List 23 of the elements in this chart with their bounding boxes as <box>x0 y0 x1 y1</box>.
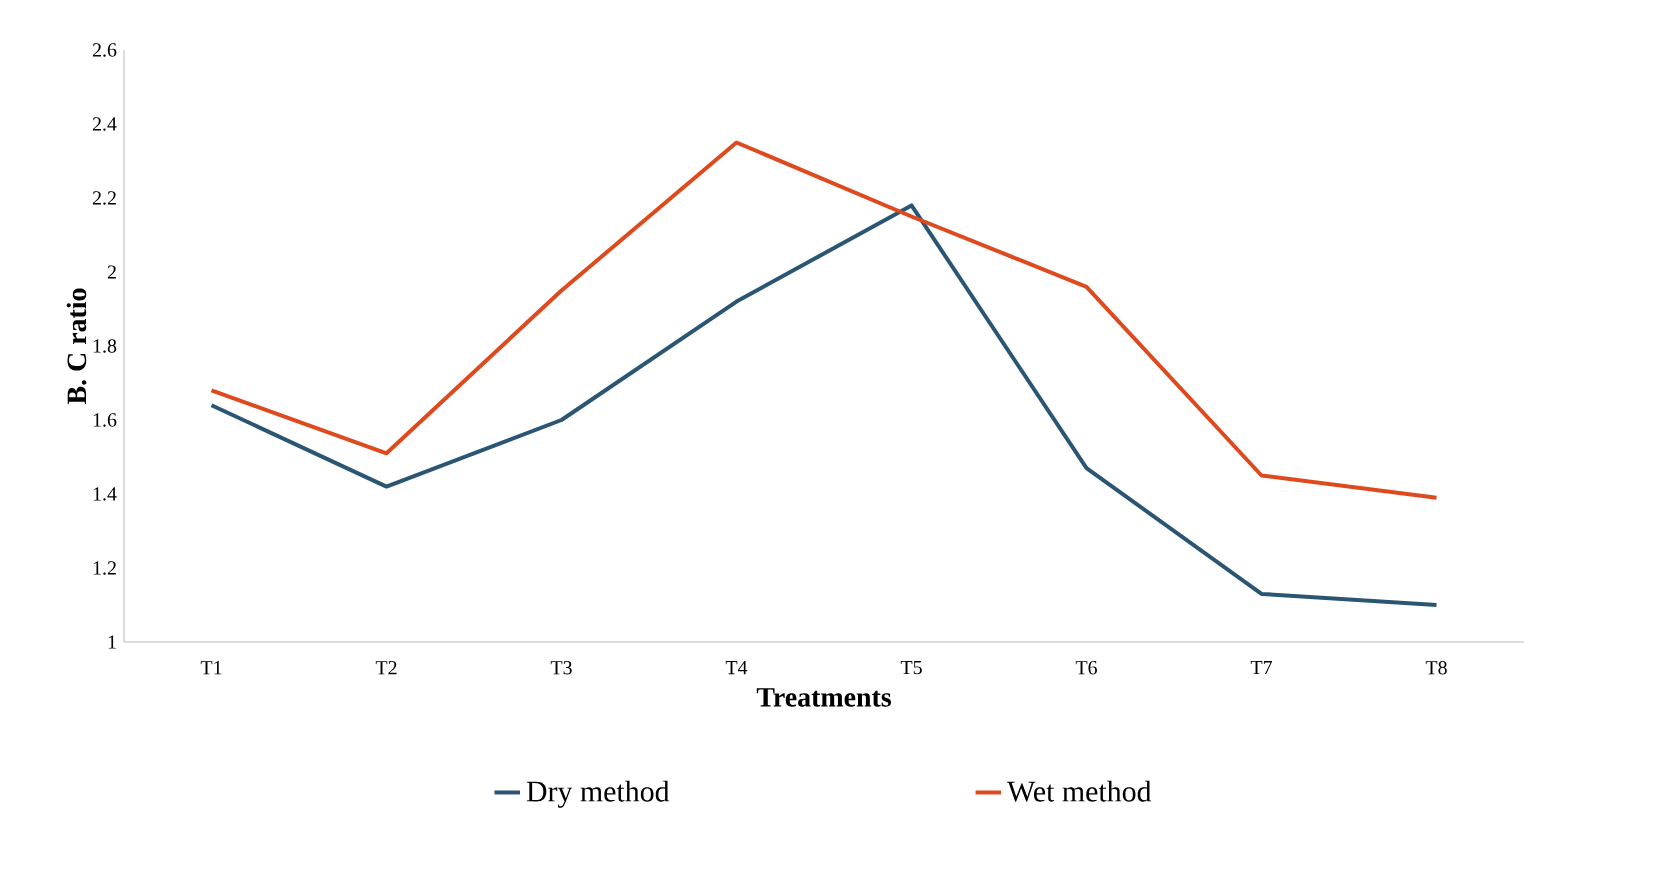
y-tick-label: 1.4 <box>93 487 117 501</box>
line-series <box>209 140 1439 500</box>
x-tick-label: T2 <box>375 661 397 675</box>
y-tick-label: 1.2 <box>93 561 116 575</box>
x-axis-title: Treatments <box>756 688 892 707</box>
y-tick-label: 1 <box>108 635 116 649</box>
y-tick-label: 2.6 <box>92 43 117 57</box>
y-axis-title: B. C ratio <box>66 288 87 405</box>
x-tick-label: T4 <box>725 661 748 675</box>
legend-label: Wet method <box>1007 780 1152 802</box>
x-tick-label: T8 <box>1425 661 1447 675</box>
x-tick-label: T5 <box>900 661 922 675</box>
y-tick-label: 1.6 <box>93 413 117 427</box>
y-tick-label: 1.8 <box>93 339 117 353</box>
x-tick-label: T1 <box>200 661 222 675</box>
line-series <box>209 203 1439 607</box>
y-tick-label: 2.4 <box>92 117 117 131</box>
x-tick-label: T6 <box>1075 661 1097 675</box>
x-tick-label: T7 <box>1250 661 1273 675</box>
legend-label: Dry method <box>526 780 670 808</box>
y-tick-label: 2 <box>107 265 116 279</box>
x-tick-label: T3 <box>550 661 572 675</box>
y-tick-label: 2.2 <box>92 191 116 205</box>
